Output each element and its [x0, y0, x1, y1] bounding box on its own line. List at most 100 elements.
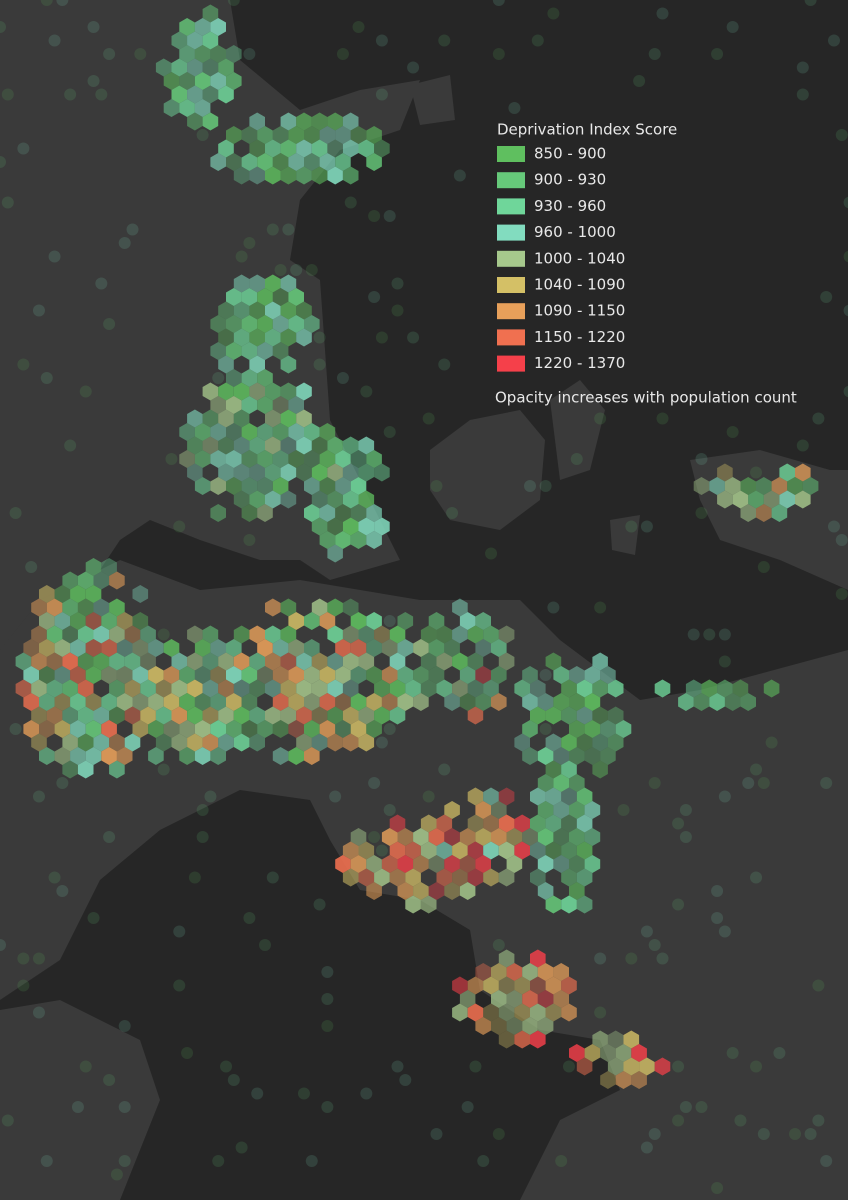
hex-cell [93, 706, 110, 725]
hex-cell [93, 733, 110, 752]
hex-cell-faint [95, 88, 108, 101]
hex-cell-faint [711, 48, 724, 60]
hex-cell [109, 625, 125, 644]
hex-cell [171, 652, 188, 671]
hex-cell-faint [812, 1114, 825, 1127]
island [410, 75, 455, 125]
hex-cell [280, 409, 297, 428]
legend-swatch [497, 329, 525, 346]
hex-cell-faint [173, 520, 186, 533]
hex-cell-faint [110, 1168, 123, 1181]
hex-cell [241, 666, 258, 684]
hex-cell [342, 679, 359, 698]
hex-cell [179, 45, 195, 63]
hex-cell [584, 855, 601, 873]
hex-cell [249, 112, 265, 131]
hex-cell-faint [492, 1128, 505, 1140]
hex-cell [241, 369, 258, 387]
hex-cell-faint [375, 88, 388, 101]
hex-cell [717, 463, 733, 482]
hex-cell [553, 693, 569, 711]
hex-cell [233, 382, 250, 401]
hex-cell [31, 679, 47, 698]
legend-label: 1040 - 1090 [534, 276, 625, 294]
hex-cell [233, 328, 250, 347]
hex-cell [350, 666, 367, 684]
hex-cell [272, 477, 289, 495]
hex-cell [498, 841, 515, 860]
hex-cell [530, 868, 546, 887]
hex-cell [46, 625, 63, 644]
hex-cell [475, 963, 491, 981]
hex-cell [85, 666, 102, 684]
legend-label: 1090 - 1150 [534, 302, 625, 320]
hex-cell [288, 315, 304, 333]
hex-cell [342, 139, 359, 158]
hex-cell [241, 477, 258, 495]
hex-cell [342, 733, 359, 752]
hex-cell [584, 1044, 601, 1062]
hex-cell-faint [539, 669, 552, 681]
hex-cell [265, 625, 281, 644]
hex-cell [218, 409, 234, 428]
hex-cell [77, 625, 94, 644]
hex-cell [257, 288, 273, 306]
hex-cell [732, 490, 749, 509]
hex-cell [374, 679, 390, 698]
hex-cell [483, 841, 499, 860]
legend-label: 930 - 960 [534, 197, 606, 215]
hex-cell [327, 139, 343, 158]
hex-cell [530, 787, 546, 806]
hex-cell [280, 274, 297, 293]
hex-cell-faint [492, 0, 505, 6]
hex-cell [327, 598, 343, 617]
hex-cell [210, 477, 226, 495]
hex-cell [436, 652, 453, 671]
hex-cell [342, 868, 359, 887]
hex-cell [413, 828, 429, 846]
hex-cell [787, 477, 803, 495]
hex-cell [475, 855, 491, 873]
hex-cell-faint [524, 480, 537, 492]
hex-cell [233, 706, 250, 725]
hex-cell [179, 693, 195, 711]
hex-cell [420, 814, 437, 833]
hex-cell-faint [375, 331, 388, 344]
hex-cell [187, 112, 203, 131]
hex-cell [530, 679, 546, 698]
hex-cell [39, 747, 55, 765]
hex-cell-faint [64, 439, 77, 452]
hex-cell [171, 706, 188, 725]
hex-cell-faint [243, 912, 256, 924]
hex-cell-faint [64, 88, 77, 101]
hex-cell-faint [383, 426, 396, 438]
hex-cell-faint [672, 898, 685, 911]
hex-cell-faint [765, 736, 778, 749]
hex-cell [39, 612, 55, 630]
hex-cell-faint [282, 223, 295, 236]
hex-cell [70, 639, 86, 657]
hex-cell [366, 882, 382, 900]
hex-cell-faint [648, 777, 661, 789]
hex-cell [631, 1044, 647, 1062]
hex-cell [319, 153, 336, 171]
hex-cell [569, 855, 585, 873]
hex-cell [194, 720, 211, 738]
hex-cell [179, 99, 195, 117]
hex-cell-faint [391, 304, 404, 317]
hex-cell-faint [430, 480, 443, 492]
hex-cell-faint [407, 61, 420, 74]
hex-cell [397, 639, 414, 657]
hex-cell-faint [118, 1155, 131, 1167]
hex-cell [779, 463, 795, 482]
hex-cell [576, 679, 593, 698]
hex-cell [249, 625, 265, 644]
hex-cell [288, 126, 304, 144]
hex-cell [163, 639, 180, 657]
hex-cell [576, 706, 593, 725]
hex-cell [93, 625, 110, 644]
hex-cell [226, 72, 242, 90]
hex-cell [436, 841, 453, 860]
hex-cell [327, 733, 343, 752]
hex-cell-faint [336, 48, 349, 60]
